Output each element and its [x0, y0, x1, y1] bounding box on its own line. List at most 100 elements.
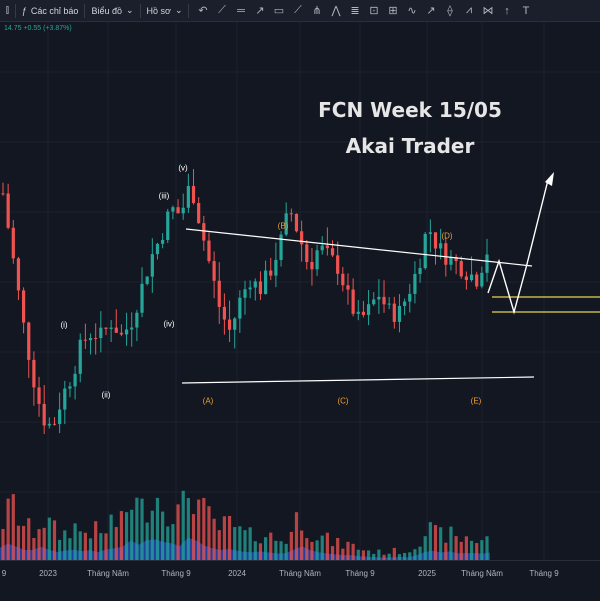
volume-bar — [217, 530, 221, 560]
volume-bar — [366, 550, 371, 560]
candle-body — [47, 423, 51, 426]
candle-body — [42, 403, 46, 426]
volume-bar — [176, 504, 180, 560]
candle-body — [109, 327, 113, 329]
volume-bar — [392, 547, 396, 560]
volume-bar — [135, 497, 139, 560]
wave-label-E: (E) — [470, 396, 482, 406]
path-icon[interactable]: ⟋ — [294, 4, 302, 16]
candle-body — [73, 373, 77, 387]
candle-body — [176, 207, 180, 214]
candle-body — [274, 259, 278, 276]
chart-type-label: Biểu đồ — [91, 5, 122, 16]
rect-icon[interactable]: ▭ — [273, 5, 285, 17]
time-axis[interactable]: 9 2023 Tháng Năm Tháng 9 2024 Tháng Năm Tháng … — [0, 560, 600, 601]
candle-body — [197, 203, 201, 224]
volume-bar — [423, 536, 427, 560]
candle-body — [32, 359, 36, 388]
wave-icon[interactable]: ∿ — [407, 5, 417, 17]
h-line-icon[interactable]: ═ — [237, 4, 245, 17]
volume-bar — [341, 548, 345, 560]
gann-icon[interactable]: ⊞ — [388, 5, 398, 17]
zigzag-icon[interactable]: ⋀ — [331, 5, 341, 17]
chart-type-button[interactable]: Biểu đồ ⌄ — [85, 0, 139, 21]
volume-bar — [109, 514, 113, 560]
volume-bar — [63, 530, 67, 560]
volume-bar — [336, 537, 340, 560]
projection-icon[interactable]: ⟠ — [447, 5, 453, 17]
candle-body — [222, 306, 227, 320]
arrow-marker-icon[interactable]: ↑ — [504, 4, 510, 17]
trend-icon[interactable]: ↗ — [255, 5, 265, 17]
candle-body — [37, 387, 41, 404]
indicators-label: Các chỉ báo — [30, 5, 79, 16]
volume-bar — [238, 526, 242, 560]
arrow-icon[interactable]: ↗ — [426, 5, 436, 17]
candle-body — [408, 293, 412, 302]
candle-body — [140, 283, 144, 313]
volume-bar — [181, 490, 185, 560]
candle-body — [171, 207, 175, 212]
volume-bar — [397, 554, 402, 560]
volume-bar — [485, 536, 489, 560]
candle-body — [63, 388, 67, 410]
price-chart[interactable] — [0, 22, 600, 560]
candle-body — [161, 239, 165, 244]
candle-body — [150, 254, 154, 277]
volume-bar — [356, 549, 360, 560]
profile-button[interactable]: Hồ sơ ⌄ — [141, 0, 189, 21]
candle-body — [325, 245, 329, 249]
pitchfork-icon[interactable]: ⋔ — [312, 5, 322, 17]
volume-bar — [284, 543, 288, 560]
volume-bar — [294, 512, 299, 560]
candle-body — [207, 240, 211, 262]
xabcd-icon[interactable]: ⋈ — [482, 5, 494, 17]
chart-title: FCN Week 15/05 — [318, 98, 502, 122]
wave-label-B: (B) — [277, 221, 289, 231]
text-icon[interactable]: T — [522, 4, 530, 17]
wave-label-A: (A) — [202, 396, 214, 406]
volume-bar — [83, 532, 87, 560]
volume-bar — [104, 533, 108, 560]
volume-bar — [444, 542, 448, 560]
text-box-icon[interactable]: ⊡ — [369, 5, 379, 17]
volume-bar — [37, 529, 41, 560]
candle-body — [361, 311, 366, 316]
undo-icon[interactable]: ↶ — [198, 5, 208, 17]
candle-body — [413, 273, 417, 294]
volume-bar — [269, 532, 273, 560]
candle-body — [104, 327, 108, 329]
x-tick-label: Tháng Năm — [279, 569, 321, 578]
volume-bar — [480, 540, 484, 560]
wave-label-ii: (ii) — [101, 390, 111, 400]
volume-bar — [161, 511, 165, 560]
candle-body — [212, 261, 216, 281]
line-icon[interactable]: ⟋ — [218, 4, 226, 16]
volume-bar — [325, 532, 329, 560]
volume-bar — [243, 530, 247, 560]
x-tick-label: 9 — [1, 569, 7, 578]
fib-icon[interactable]: ≣ — [350, 5, 360, 17]
triangle-lower-line — [181, 376, 535, 384]
candle-body — [253, 281, 257, 288]
volume-bar — [73, 523, 77, 560]
wave-label-i: (i) — [60, 320, 68, 330]
cycle-icon[interactable]: ⩘ — [465, 4, 473, 16]
volume-bar — [387, 553, 391, 560]
x-tick-label: Tháng 9 — [529, 569, 559, 578]
volume-bar — [428, 522, 432, 560]
indicators-button[interactable]: ƒ Các chỉ báo — [16, 0, 85, 21]
candle-body — [341, 273, 345, 286]
candle-body — [135, 312, 139, 328]
toolbar-symbol-toggle[interactable]: ⫿ — [6, 5, 9, 15]
volume-bar — [330, 546, 335, 560]
candle-body — [377, 296, 381, 300]
volume-bar — [274, 540, 278, 560]
volume-bar — [258, 543, 263, 560]
toolbar-divider — [84, 3, 86, 18]
candle-body — [294, 213, 299, 232]
wave-label-v: (v) — [178, 163, 188, 173]
x-tick-label: 2024 — [228, 569, 246, 578]
volume-bar — [27, 518, 31, 560]
volume-bar — [207, 506, 211, 560]
